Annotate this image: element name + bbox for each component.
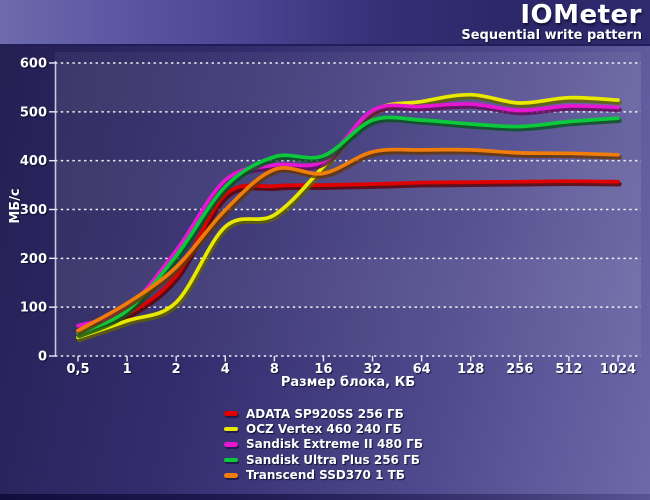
x-axis-title: Размер блока, КБ xyxy=(280,375,416,390)
series-shadow-0 xyxy=(76,181,622,337)
legend-label: OCZ Vertex 460 240 ГБ xyxy=(246,422,402,437)
legend-label: ADATA SP920SS 256 ГБ xyxy=(246,406,404,421)
legend-swatch-magenta xyxy=(224,442,238,447)
y-tick-label-500: 500 xyxy=(20,105,47,120)
y-tick-label-400: 400 xyxy=(20,154,47,169)
page-subtitle: Sequential write pattern xyxy=(461,28,642,43)
y-tick-label-200: 200 xyxy=(20,252,47,267)
bottom-edge-bar xyxy=(0,494,650,500)
x-tick-label-64: 64 xyxy=(413,362,431,377)
legend: ADATA SP920SS 256 ГБ OCZ Vertex 460 240 … xyxy=(224,406,423,483)
legend-swatch-green xyxy=(224,457,238,463)
x-tick-label-1024: 1024 xyxy=(600,362,636,377)
header-bar: IOMeter Sequential write pattern xyxy=(0,0,650,46)
legend-item: Sandisk Extreme II 480 ГБ xyxy=(224,437,423,452)
page-title: IOMeter xyxy=(520,0,642,30)
legend-swatch-red xyxy=(224,411,238,416)
series-line-4 xyxy=(76,147,620,333)
legend-label: Sandisk Ultra Plus 256 ГБ xyxy=(246,452,420,467)
y-tick-label-300: 300 xyxy=(20,203,47,218)
x-tick-label-256: 256 xyxy=(506,362,533,377)
x-tick-label-1: 1 xyxy=(123,362,132,377)
y-axis-title: МБ/с xyxy=(8,188,23,224)
series-shadow-4 xyxy=(76,149,622,336)
legend-swatch-yellow xyxy=(224,426,238,432)
x-tick-label-8: 8 xyxy=(270,362,279,377)
x-tick-label-2: 2 xyxy=(172,362,181,377)
series-shadow-3 xyxy=(76,117,622,339)
x-tick-label-4: 4 xyxy=(221,362,230,377)
y-tick-label-0: 0 xyxy=(38,350,47,365)
plot-band xyxy=(55,63,641,112)
legend-label: Transcend SSD370 1 ТБ xyxy=(246,468,405,483)
x-tick-label-32: 32 xyxy=(363,362,381,377)
y-tick-label-600: 600 xyxy=(20,57,47,72)
x-tick-label-16: 16 xyxy=(314,362,332,377)
series-line-0 xyxy=(76,179,620,334)
series-line-3 xyxy=(76,115,620,336)
x-tick-label-0,5: 0,5 xyxy=(66,362,89,377)
x-tick-label-512: 512 xyxy=(555,362,582,377)
legend-item: Sandisk Ultra Plus 256 ГБ xyxy=(224,452,423,467)
x-tick-label-128: 128 xyxy=(457,362,484,377)
legend-item: OCZ Vertex 460 240 ГБ xyxy=(224,421,423,436)
legend-label: Sandisk Extreme II 480 ГБ xyxy=(246,437,423,452)
legend-item: Transcend SSD370 1 ТБ xyxy=(224,468,423,483)
legend-swatch-orange xyxy=(224,473,238,478)
y-tick-label-100: 100 xyxy=(20,301,47,316)
legend-item: ADATA SP920SS 256 ГБ xyxy=(224,406,423,421)
